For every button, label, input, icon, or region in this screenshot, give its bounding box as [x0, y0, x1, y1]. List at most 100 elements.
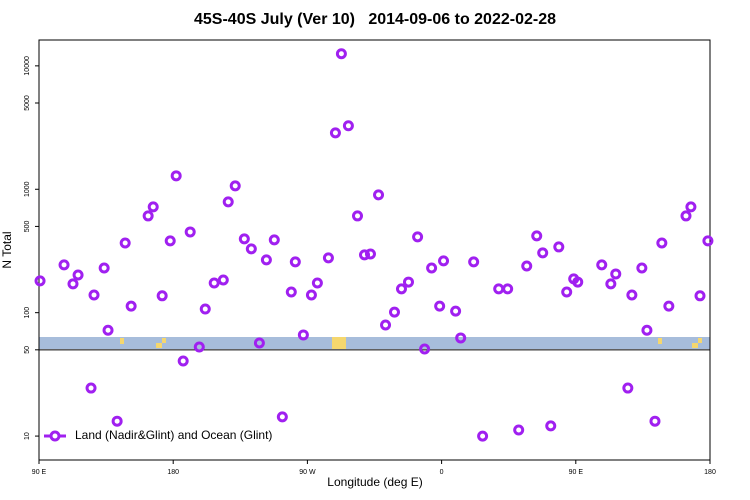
point: [438, 255, 450, 267]
point: [98, 262, 110, 274]
point: [502, 283, 514, 295]
point: [199, 303, 211, 315]
point: [342, 120, 354, 132]
point: [285, 286, 297, 298]
point: [217, 274, 229, 286]
point: [402, 276, 414, 288]
point: [545, 420, 557, 432]
point: [373, 189, 385, 201]
point: [656, 237, 668, 249]
point: [553, 241, 565, 253]
point: [268, 234, 280, 246]
point: [289, 256, 301, 268]
point: [610, 268, 622, 280]
x-tick-label: 90 E: [569, 469, 584, 476]
point: [72, 269, 84, 281]
point: [477, 430, 489, 442]
point: [170, 170, 182, 182]
ocean-band: [39, 337, 710, 349]
glint-marks: [120, 337, 702, 349]
point: [426, 262, 438, 274]
point: [125, 300, 137, 312]
x-tick-label: 180: [704, 469, 716, 476]
x-tick-label: 90 E: [32, 469, 47, 476]
y-tick-label: 5000: [24, 95, 31, 111]
point: [605, 278, 617, 290]
point: [513, 424, 525, 436]
y-axis-label: N Total: [0, 231, 14, 268]
point: [229, 180, 241, 192]
x-tick-label: 180: [167, 469, 179, 476]
point: [561, 286, 573, 298]
point: [85, 382, 97, 394]
point: [380, 319, 392, 331]
point: [142, 210, 154, 222]
point: [111, 415, 123, 427]
point: [702, 235, 714, 247]
point: [468, 256, 480, 268]
plot-frame: [38, 39, 711, 461]
point: [177, 355, 189, 367]
point: [238, 233, 250, 245]
chart-title: 45S-40S July (Ver 10) 2014-09-06 to 2022…: [194, 11, 556, 28]
point: [572, 276, 584, 288]
point: [395, 283, 407, 295]
point: [58, 259, 70, 271]
x-tick-label: 0: [440, 469, 444, 476]
point: [636, 262, 648, 274]
point: [685, 201, 697, 213]
point: [67, 278, 79, 290]
point: [537, 247, 549, 259]
x-tick-label: 90 W: [299, 469, 316, 476]
point: [164, 235, 176, 247]
point: [419, 343, 431, 355]
point: [680, 210, 692, 222]
point: [412, 231, 424, 243]
point: [245, 243, 257, 255]
point: [694, 290, 706, 302]
point: [641, 324, 653, 336]
point: [156, 290, 168, 302]
point: [184, 226, 196, 238]
point: [88, 289, 100, 301]
point: [297, 329, 309, 341]
point: [335, 48, 347, 60]
point: [364, 248, 376, 260]
legend-label: Land (Nadir&Glint) and Ocean (Glint): [75, 428, 272, 442]
y-tick-label: 50: [24, 346, 31, 354]
point: [663, 300, 675, 312]
point: [222, 196, 234, 208]
point: [119, 237, 131, 249]
point: [626, 289, 638, 301]
point: [622, 382, 634, 394]
point: [322, 252, 334, 264]
point: [388, 306, 400, 318]
point: [649, 415, 661, 427]
y-tick-label: 100: [24, 307, 31, 319]
point: [305, 289, 317, 301]
y-tick-label: 10: [24, 432, 31, 440]
point: [450, 305, 462, 317]
y-tick-label: 500: [24, 220, 31, 232]
point: [193, 341, 205, 353]
point: [329, 127, 341, 139]
legend-marker: [49, 430, 61, 442]
point: [253, 337, 265, 349]
point: [352, 210, 364, 222]
point: [102, 324, 114, 336]
x-axis-label: Longitude (deg E): [327, 475, 422, 489]
point: [311, 277, 323, 289]
y-tick-label: 1000: [24, 181, 31, 197]
point: [208, 277, 220, 289]
point: [276, 411, 288, 423]
point: [434, 300, 446, 312]
point: [359, 249, 371, 261]
point: [493, 283, 505, 295]
point: [260, 254, 272, 266]
point: [455, 332, 467, 344]
point: [521, 260, 533, 272]
point: [596, 259, 608, 271]
y-tick-label: 10000: [24, 56, 31, 76]
point: [531, 230, 543, 242]
